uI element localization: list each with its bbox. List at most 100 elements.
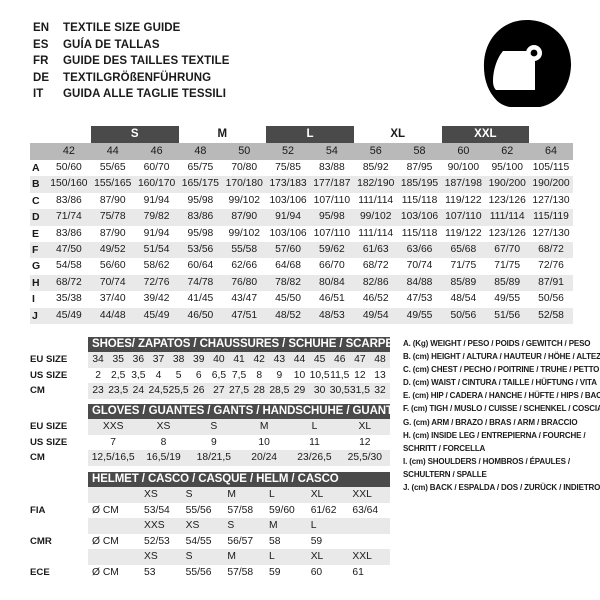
shoes-cell: 44 — [293, 354, 306, 365]
shoes-cell: 30,5 — [329, 385, 350, 396]
shoes-cell: 45 — [313, 354, 326, 365]
size-table-row-label: A — [32, 162, 40, 174]
size-number-header-row: 42 44 46 48 50 52 54 56 58 60 62 64 — [30, 143, 573, 160]
size-number: 46 — [150, 145, 163, 157]
size-table-row-label: G — [32, 260, 41, 273]
size-table-cell: 59/62 — [318, 243, 345, 255]
size-table-cell: 95/98 — [187, 227, 214, 239]
shoes-cell: 47 — [354, 354, 366, 365]
gloves-cell: 25,5/30 — [347, 452, 382, 463]
size-table-cell: 107/110 — [313, 194, 351, 206]
shoes-cell: 25,5 — [168, 385, 189, 396]
size-table-cell: 67/70 — [494, 243, 521, 255]
size-band-spacer — [30, 126, 47, 143]
shoes-row-label: EU SIZE — [30, 354, 68, 365]
helmet-value-cell: 54/55 — [185, 535, 212, 547]
shoes-cell: 42 — [253, 354, 265, 365]
legend-line: SCHULTERN / SPALLE — [403, 469, 487, 479]
size-table-cell: 61/63 — [362, 243, 389, 255]
gloves-cell: XL — [358, 421, 372, 432]
size-table-cell: 70/74 — [406, 260, 433, 272]
size-table-cell: 103/106 — [400, 211, 439, 223]
size-table-cell: 70/80 — [231, 162, 258, 173]
size-table-cell: 91/94 — [143, 227, 170, 239]
helmet-size-label: XL — [310, 489, 324, 500]
helmet-size-label: XS — [185, 520, 200, 531]
shoes-cell: 8 — [256, 369, 263, 381]
gloves-cells: 12,5/16,5 16,5/19 18/21,5 20/24 23/26,5 25,5/… — [88, 450, 390, 466]
size-table-cell: 115/118 — [401, 194, 438, 206]
gloves-cell: 23/26,5 — [297, 452, 332, 463]
shoes-cells: 2 2,5 3,5 4 5 6 6,5 7,5 8 9 10 10,5 11,5 12 13 — [88, 368, 390, 384]
shoes-cells: 23 23,5 24 24,5 25,5 26 27 27,5 28 28,5 29 30 30,5 31… — [88, 383, 390, 399]
size-table-cell: 58/62 — [143, 260, 170, 272]
shoes-row-label: US SIZE — [30, 369, 68, 381]
gloves-cell: 11 — [309, 436, 320, 448]
size-number: 64 — [545, 145, 558, 157]
helmet-unit-spacer — [88, 549, 140, 565]
helmet-size-row: XXS XS S M L — [30, 518, 390, 534]
shoes-cell: 27 — [213, 385, 225, 396]
helmet-value-cells: Ø CM 53/54 55/56 57/58 59/60 61/62 63/64 — [88, 503, 390, 519]
helmet-size-label: L — [269, 551, 275, 562]
size-table-cell: 39/42 — [143, 293, 170, 305]
shoes-cell: 27,5 — [229, 385, 250, 396]
size-table-cell: 49/54 — [362, 309, 389, 321]
helmet-size-label — [348, 518, 390, 534]
size-table-cell: 182/190 — [357, 178, 395, 190]
size-number: 52 — [282, 145, 295, 157]
title-text: GUIDE DES TAILLES TEXTILE — [63, 55, 230, 67]
size-table-cell: 99/102 — [228, 194, 260, 206]
helmet-size-label: XXL — [352, 489, 372, 500]
size-table-cell: 49/52 — [99, 243, 126, 255]
shoes-cell: 13 — [374, 369, 386, 381]
shoes-cell: 9 — [276, 369, 283, 381]
title-row: IT GUIDA ALLE TAGLIE TESSILI — [33, 88, 333, 105]
shoes-cells: 34 35 36 37 38 39 40 41 42 43 44 45 46 47 48 — [88, 352, 390, 368]
size-table-cell: 82/86 — [362, 276, 389, 288]
legend-line: I. (cm) SHOULDERS / HOMBROS / ÉPAULES / — [403, 456, 570, 466]
helmet-table-title: HELMET / CASCO / CASQUE / HELM / CASCO — [88, 472, 390, 487]
size-table-cell: 85/89 — [450, 276, 477, 288]
gloves-cells: XXS XS S M L XL — [88, 419, 390, 435]
size-table-cell: 115/118 — [401, 227, 438, 239]
helmet-value-cell: 57/58 — [227, 504, 254, 516]
size-table-cell: 54/58 — [56, 260, 82, 272]
helmet-size-label: S — [185, 489, 193, 500]
size-table-cell: 87/90 — [99, 194, 126, 206]
size-table-cell: 76/80 — [231, 276, 258, 288]
helmet-value-cell: 63/64 — [352, 504, 379, 516]
size-table-cell: 48/53 — [318, 309, 345, 321]
size-table-cell: 65/68 — [450, 243, 477, 255]
helmet-size-table: HELMET / CASCO / CASQUE / HELM / CASCO X… — [30, 472, 390, 580]
shoes-cell: 23,5 — [108, 385, 129, 396]
helmet-size-label: XL — [310, 551, 324, 562]
helmet-value-cell: 53/54 — [144, 504, 170, 516]
gloves-table-title: GLOVES / GUANTES / GANTS / HANDSCHUHE / … — [88, 404, 396, 419]
title-row: DE TEXTILGRÖßENFÜHRUNG — [33, 72, 333, 89]
shoes-cell: 6 — [195, 369, 202, 381]
size-table-cell: 90/100 — [447, 162, 480, 173]
shoes-cell: 7,5 — [231, 369, 247, 381]
helmet-unit-spacer — [88, 487, 140, 503]
title-row: ES GUÍA DE TALLAS — [33, 39, 333, 56]
gloves-cell: 18/21,5 — [196, 452, 231, 463]
size-table-cell: 119/122 — [445, 194, 482, 206]
size-table-cell: 47/53 — [406, 293, 433, 305]
shoes-row-label: CM — [30, 385, 45, 396]
shoes-cell: 32 — [374, 385, 386, 396]
gloves-cell: 16,5/19 — [146, 452, 181, 463]
size-number: 48 — [194, 145, 207, 157]
legend-line: F. (cm) TIGH / MUSLO / CUISSE / SCHENKEL… — [403, 404, 600, 414]
size-band-s: S — [90, 126, 179, 143]
helmet-value-cell: 53 — [144, 566, 156, 578]
shoes-size-table: SHOES/ ZAPATOS / CHAUSSURES / SCHUHE / S… — [30, 337, 393, 399]
shoes-cell: 2 — [95, 369, 101, 381]
size-table-cell: 80/84 — [318, 276, 345, 288]
size-table-cell: 66/70 — [318, 260, 345, 272]
size-table-cell: 87/90 — [231, 211, 258, 223]
size-table-cell: 115/119 — [533, 211, 569, 223]
size-table-cell: 37/40 — [99, 293, 126, 305]
shoes-cell: 24,5 — [148, 385, 169, 396]
size-table-cell: 103/106 — [269, 194, 307, 206]
